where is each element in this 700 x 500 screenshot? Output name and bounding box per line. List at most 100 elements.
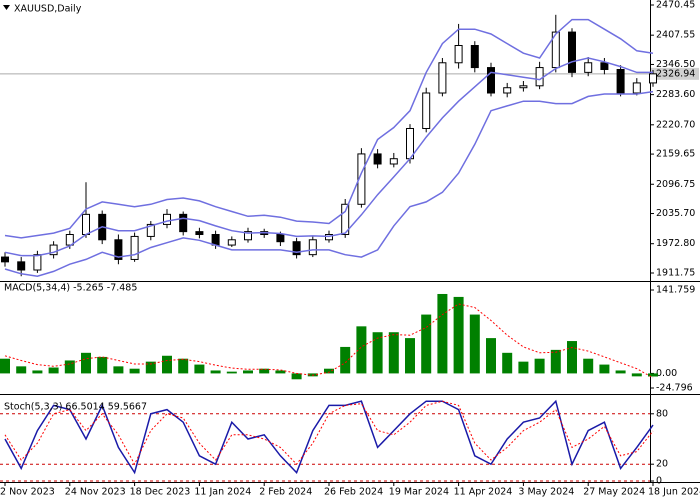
candle-body <box>551 31 560 69</box>
candle-body <box>179 213 188 233</box>
histogram-bar <box>567 341 577 374</box>
y-tick-label: 2096.75 <box>656 179 695 190</box>
histogram-bar <box>145 361 156 374</box>
histogram-bar <box>356 326 367 374</box>
y-tick-label: 80 <box>656 408 668 419</box>
candle-body <box>244 231 252 241</box>
histogram-bar <box>583 358 594 374</box>
histogram-bar <box>502 352 513 374</box>
y-tick-label: 2407.55 <box>656 30 695 41</box>
histogram-bar <box>178 358 189 374</box>
candle-body <box>33 254 42 271</box>
panel-title: MACD(5,34,4) -5.265 -7.485 <box>4 283 137 294</box>
candle-body <box>568 31 576 73</box>
histogram-bar <box>437 293 448 374</box>
histogram-bar <box>631 373 642 377</box>
histogram-bar <box>421 314 432 374</box>
histogram-bar <box>194 364 205 374</box>
candle-body <box>292 241 301 256</box>
histogram-bar <box>291 373 302 380</box>
y-tick-label: 2159.65 <box>656 149 695 160</box>
histogram-bar <box>226 371 237 374</box>
candle-body <box>438 62 447 94</box>
histogram-bar <box>388 332 399 374</box>
y-tick-label: 20 <box>656 459 668 470</box>
candle-body <box>584 62 593 73</box>
x-tick-label: 3 May 2024 <box>518 487 574 498</box>
candle-body <box>308 239 317 256</box>
last-price-box <box>651 67 699 80</box>
y-tick-label: 2470.45 <box>656 0 695 11</box>
histogram-bar <box>162 355 172 374</box>
histogram-bar <box>486 338 496 374</box>
candle-body <box>1 256 9 263</box>
candle-body <box>422 92 431 129</box>
histogram-bar <box>372 332 383 374</box>
candle-body <box>276 234 285 243</box>
y-tick-label: 2220.70 <box>656 119 695 130</box>
histogram-bar <box>0 358 10 374</box>
x-tick-label: 11 Jan 2024 <box>194 487 251 498</box>
x-tick-label: 18 Jun 2024 <box>648 487 700 498</box>
candle-body <box>503 87 512 94</box>
candle-body <box>616 68 625 94</box>
histogram-bar <box>48 367 59 374</box>
indicator-line <box>4 399 654 475</box>
candle-body <box>454 45 463 64</box>
panel-title: Stoch(5,3,3) 66.5014 59.5667 <box>4 402 147 413</box>
histogram-bar <box>210 370 221 374</box>
y-tick-label: 2283.60 <box>656 89 695 100</box>
candle-body <box>49 244 58 256</box>
menu-icon <box>3 5 10 10</box>
candle-body <box>373 153 382 165</box>
candle-body <box>17 261 26 271</box>
histogram-bar <box>405 338 415 374</box>
x-tick-label: 26 Feb 2024 <box>324 487 383 498</box>
candle-body <box>357 153 366 205</box>
panel-title: XAUUSD,Daily <box>14 4 82 15</box>
histogram-bar <box>599 364 610 374</box>
candle-body <box>406 127 414 160</box>
histogram-bar <box>113 366 124 374</box>
candle-body <box>535 67 544 87</box>
y-tick-label: 1911.75 <box>656 268 695 279</box>
histogram-bar <box>453 296 464 374</box>
histogram-bar <box>32 370 43 374</box>
y-tick-label: 2346.50 <box>656 59 695 70</box>
candle-body <box>470 45 479 69</box>
candle-body <box>65 234 74 246</box>
histogram-bar <box>81 352 91 374</box>
candle-body <box>82 213 90 236</box>
candle-body <box>211 234 220 246</box>
candle-body <box>163 213 171 225</box>
histogram-bar <box>550 349 561 374</box>
candle-body <box>341 203 350 236</box>
candle-body <box>487 67 495 94</box>
indicator-line <box>4 400 654 466</box>
candle-body <box>649 73 657 84</box>
candle-body <box>114 239 123 260</box>
candle-body <box>227 239 236 246</box>
candle-body <box>146 223 155 237</box>
y-tick-label: 2035.70 <box>656 208 695 219</box>
x-tick-label: 11 Apr 2024 <box>454 487 513 498</box>
candle-body <box>600 62 609 70</box>
histogram-bar <box>469 314 480 374</box>
candle-body <box>130 235 139 260</box>
y-tick-label: 141.759 <box>656 285 695 296</box>
histogram-bar <box>615 370 626 374</box>
indicator-line <box>4 90 654 277</box>
y-tick-label: 0 <box>656 476 662 487</box>
histogram-bar <box>324 368 334 374</box>
histogram-bar <box>648 373 658 377</box>
histogram-bar <box>275 370 286 374</box>
indicator-line <box>4 18 654 239</box>
y-tick-label: 0.00 <box>656 368 677 379</box>
candle-body <box>389 158 398 165</box>
histogram-bar <box>97 356 108 374</box>
x-tick-label: 2 Nov 2023 <box>0 487 55 498</box>
histogram-bar <box>64 360 75 374</box>
